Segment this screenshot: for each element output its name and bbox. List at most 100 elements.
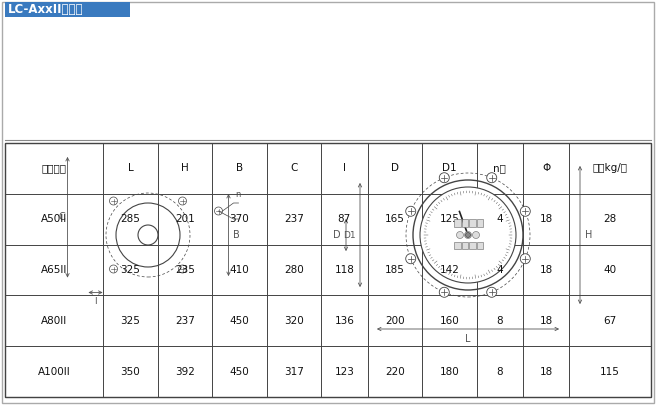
Text: D1: D1 <box>442 163 457 173</box>
Text: A80II: A80II <box>41 316 67 326</box>
Circle shape <box>464 232 472 239</box>
Text: 285: 285 <box>121 214 140 224</box>
Text: 18: 18 <box>539 316 553 326</box>
Bar <box>125 154 171 161</box>
Text: 237: 237 <box>284 214 304 224</box>
Bar <box>454 242 461 249</box>
Bar <box>85 202 106 267</box>
Text: 325: 325 <box>121 316 140 326</box>
Text: 450: 450 <box>230 367 249 377</box>
Text: 18: 18 <box>539 214 553 224</box>
Text: 180: 180 <box>440 367 459 377</box>
Circle shape <box>215 207 222 215</box>
Text: 185: 185 <box>385 265 405 275</box>
Text: Φ: Φ <box>542 163 550 173</box>
Text: 18: 18 <box>539 265 553 275</box>
Text: C: C <box>58 212 65 222</box>
Bar <box>106 191 190 279</box>
Text: L: L <box>465 334 471 344</box>
Text: 450: 450 <box>230 316 249 326</box>
Bar <box>85 198 106 202</box>
Text: 公称通径: 公称通径 <box>41 163 66 173</box>
Bar <box>476 219 483 227</box>
Text: 201: 201 <box>175 214 195 224</box>
Text: H: H <box>181 163 189 173</box>
Bar <box>5 143 651 397</box>
Circle shape <box>487 287 497 297</box>
Text: D1: D1 <box>343 230 356 239</box>
Text: L: L <box>127 163 133 173</box>
Text: 28: 28 <box>604 214 617 224</box>
Bar <box>203 198 222 202</box>
Text: 350: 350 <box>121 367 140 377</box>
Circle shape <box>457 232 464 239</box>
Text: A65II: A65II <box>41 265 68 275</box>
Text: 165: 165 <box>385 214 405 224</box>
Text: n: n <box>236 190 241 199</box>
Circle shape <box>466 232 470 237</box>
Circle shape <box>178 197 186 205</box>
Text: 18: 18 <box>539 367 553 377</box>
Text: 8: 8 <box>497 316 503 326</box>
Text: 410: 410 <box>230 265 249 275</box>
Text: 4: 4 <box>497 265 503 275</box>
Bar <box>469 242 476 249</box>
Text: n个: n个 <box>493 163 506 173</box>
Circle shape <box>405 206 416 216</box>
Text: 115: 115 <box>600 367 620 377</box>
Bar <box>194 273 213 281</box>
Text: D: D <box>333 230 341 240</box>
Text: 8: 8 <box>497 367 503 377</box>
Bar <box>462 242 468 249</box>
Text: 160: 160 <box>440 316 459 326</box>
Text: 370: 370 <box>230 214 249 224</box>
Bar <box>85 267 106 273</box>
Circle shape <box>110 265 117 273</box>
Text: A100II: A100II <box>37 367 70 377</box>
Text: I: I <box>94 296 97 305</box>
Text: B: B <box>236 163 243 173</box>
Circle shape <box>413 180 523 290</box>
Text: D: D <box>391 163 399 173</box>
Circle shape <box>396 163 540 307</box>
Text: 200: 200 <box>385 316 405 326</box>
Circle shape <box>472 232 480 239</box>
Circle shape <box>487 173 497 183</box>
Bar <box>83 273 102 281</box>
Text: A50II: A50II <box>41 214 67 224</box>
Text: 317: 317 <box>284 367 304 377</box>
Text: 4: 4 <box>497 214 503 224</box>
Text: C: C <box>290 163 298 173</box>
Bar <box>203 267 222 273</box>
Circle shape <box>110 197 117 205</box>
Bar <box>540 216 562 254</box>
Circle shape <box>520 254 530 264</box>
Text: 280: 280 <box>284 265 304 275</box>
Text: 237: 237 <box>175 316 195 326</box>
Bar <box>454 219 461 227</box>
Text: B: B <box>234 230 240 240</box>
Circle shape <box>440 173 449 183</box>
Text: 235: 235 <box>175 265 195 275</box>
Bar <box>476 242 483 249</box>
Text: 40: 40 <box>604 265 617 275</box>
Text: 136: 136 <box>335 316 354 326</box>
Text: 392: 392 <box>175 367 195 377</box>
Bar <box>5 2 130 17</box>
Text: 重量kg/台: 重量kg/台 <box>592 163 628 173</box>
Text: 320: 320 <box>284 316 304 326</box>
Text: 220: 220 <box>385 367 405 377</box>
Bar <box>135 177 161 191</box>
Text: LC-AxxII型轻型: LC-AxxII型轻型 <box>8 3 83 16</box>
Text: 123: 123 <box>335 367 354 377</box>
Text: 325: 325 <box>121 265 140 275</box>
Bar <box>137 161 159 171</box>
Text: 67: 67 <box>604 316 617 326</box>
Circle shape <box>420 187 516 283</box>
Text: I: I <box>343 163 346 173</box>
Text: 142: 142 <box>440 265 459 275</box>
Circle shape <box>178 265 186 273</box>
Bar <box>462 219 468 227</box>
Circle shape <box>138 225 158 245</box>
Text: 87: 87 <box>338 214 351 224</box>
